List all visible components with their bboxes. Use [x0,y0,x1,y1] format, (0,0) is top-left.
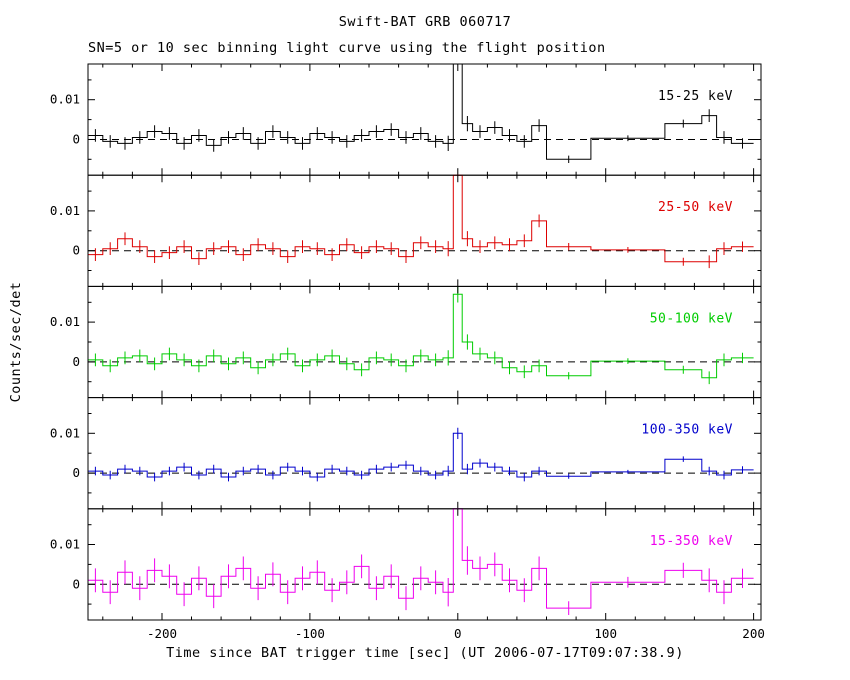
panel-15-350-keV: 0 0.01 15-350 keV [50,508,762,621]
band-label: 15-350 keV [650,534,733,549]
panel-border [87,397,762,510]
panel-100-350-keV: 0 0.01 100-350 keV [50,397,762,510]
y-tick-label: 0.01 [50,314,80,329]
step-curve [88,293,754,379]
band-label: 50-100 keV [650,311,733,326]
x-tick-label: -200 [147,626,177,641]
y-tick-label: 0.01 [50,203,80,218]
x-axis-label: Time since BAT trigger time [sec] (UT 20… [166,645,684,661]
band-label: 25-50 keV [658,200,733,215]
y-tick-label: 0 [72,354,80,369]
error-bars [94,427,743,482]
y-tick-label: 0.01 [50,537,80,552]
y-tick-label: 0.01 [50,425,80,440]
panel-15-25-keV: 0 0.01 15-25 keV [50,63,762,176]
error-bars [94,286,743,385]
plot-subtitle: SN=5 or 10 sec binning light curve using… [88,40,606,56]
step-curve [88,63,754,160]
x-tick-label: 200 [742,626,765,641]
panel-border [87,63,762,176]
error-bars [94,214,743,269]
y-tick-label: 0 [72,465,80,480]
y-tick-label: 0 [72,576,80,591]
y-tick-label: 0 [72,132,80,147]
panel-25-50-keV: 0 0.01 25-50 keV [50,174,762,287]
step-curve [88,508,754,609]
error-bars [94,109,743,163]
x-tick-label: -100 [295,626,325,641]
y-axis-label: Counts/sec/det [8,281,24,403]
panel-border [87,285,762,399]
panel-border [87,508,762,621]
y-tick-label: 0.01 [50,92,80,107]
band-label: 15-25 keV [658,89,733,104]
error-bars [94,546,743,615]
plot-title: Swift-BAT GRB 060717 [338,14,512,30]
panel-border [87,174,762,287]
y-tick-label: 0 [72,243,80,258]
x-tick-label: 0 [454,626,462,641]
x-tick-label: 100 [594,626,617,641]
step-curve [88,174,754,263]
band-label: 100-350 keV [641,423,733,438]
panel-50-100-keV: 0 0.01 50-100 keV [50,285,762,399]
